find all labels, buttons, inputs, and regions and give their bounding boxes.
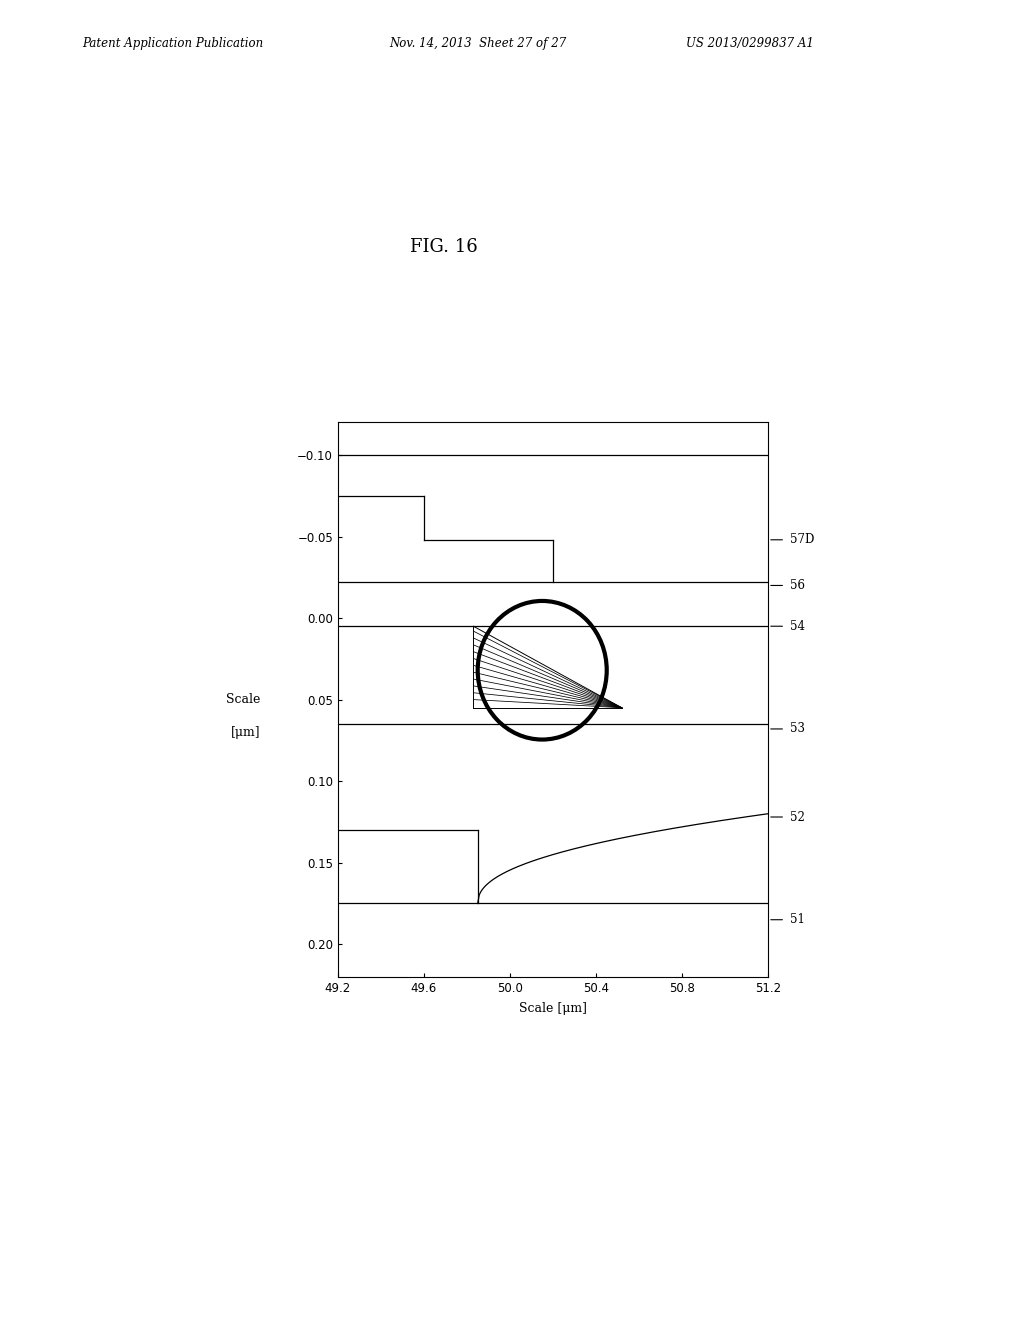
Text: 56: 56 (790, 579, 805, 591)
Text: FIG. 16: FIG. 16 (410, 238, 477, 256)
Text: [μm]: [μm] (230, 726, 260, 739)
Text: 52: 52 (790, 810, 805, 824)
Text: 51: 51 (790, 913, 805, 927)
Text: Nov. 14, 2013  Sheet 27 of 27: Nov. 14, 2013 Sheet 27 of 27 (389, 37, 566, 50)
Text: Scale: Scale (226, 693, 260, 706)
X-axis label: Scale [μm]: Scale [μm] (519, 1002, 587, 1015)
Text: 57D: 57D (790, 533, 814, 546)
Text: 54: 54 (790, 619, 805, 632)
Text: Patent Application Publication: Patent Application Publication (82, 37, 263, 50)
Text: US 2013/0299837 A1: US 2013/0299837 A1 (686, 37, 814, 50)
Text: 53: 53 (790, 722, 805, 735)
